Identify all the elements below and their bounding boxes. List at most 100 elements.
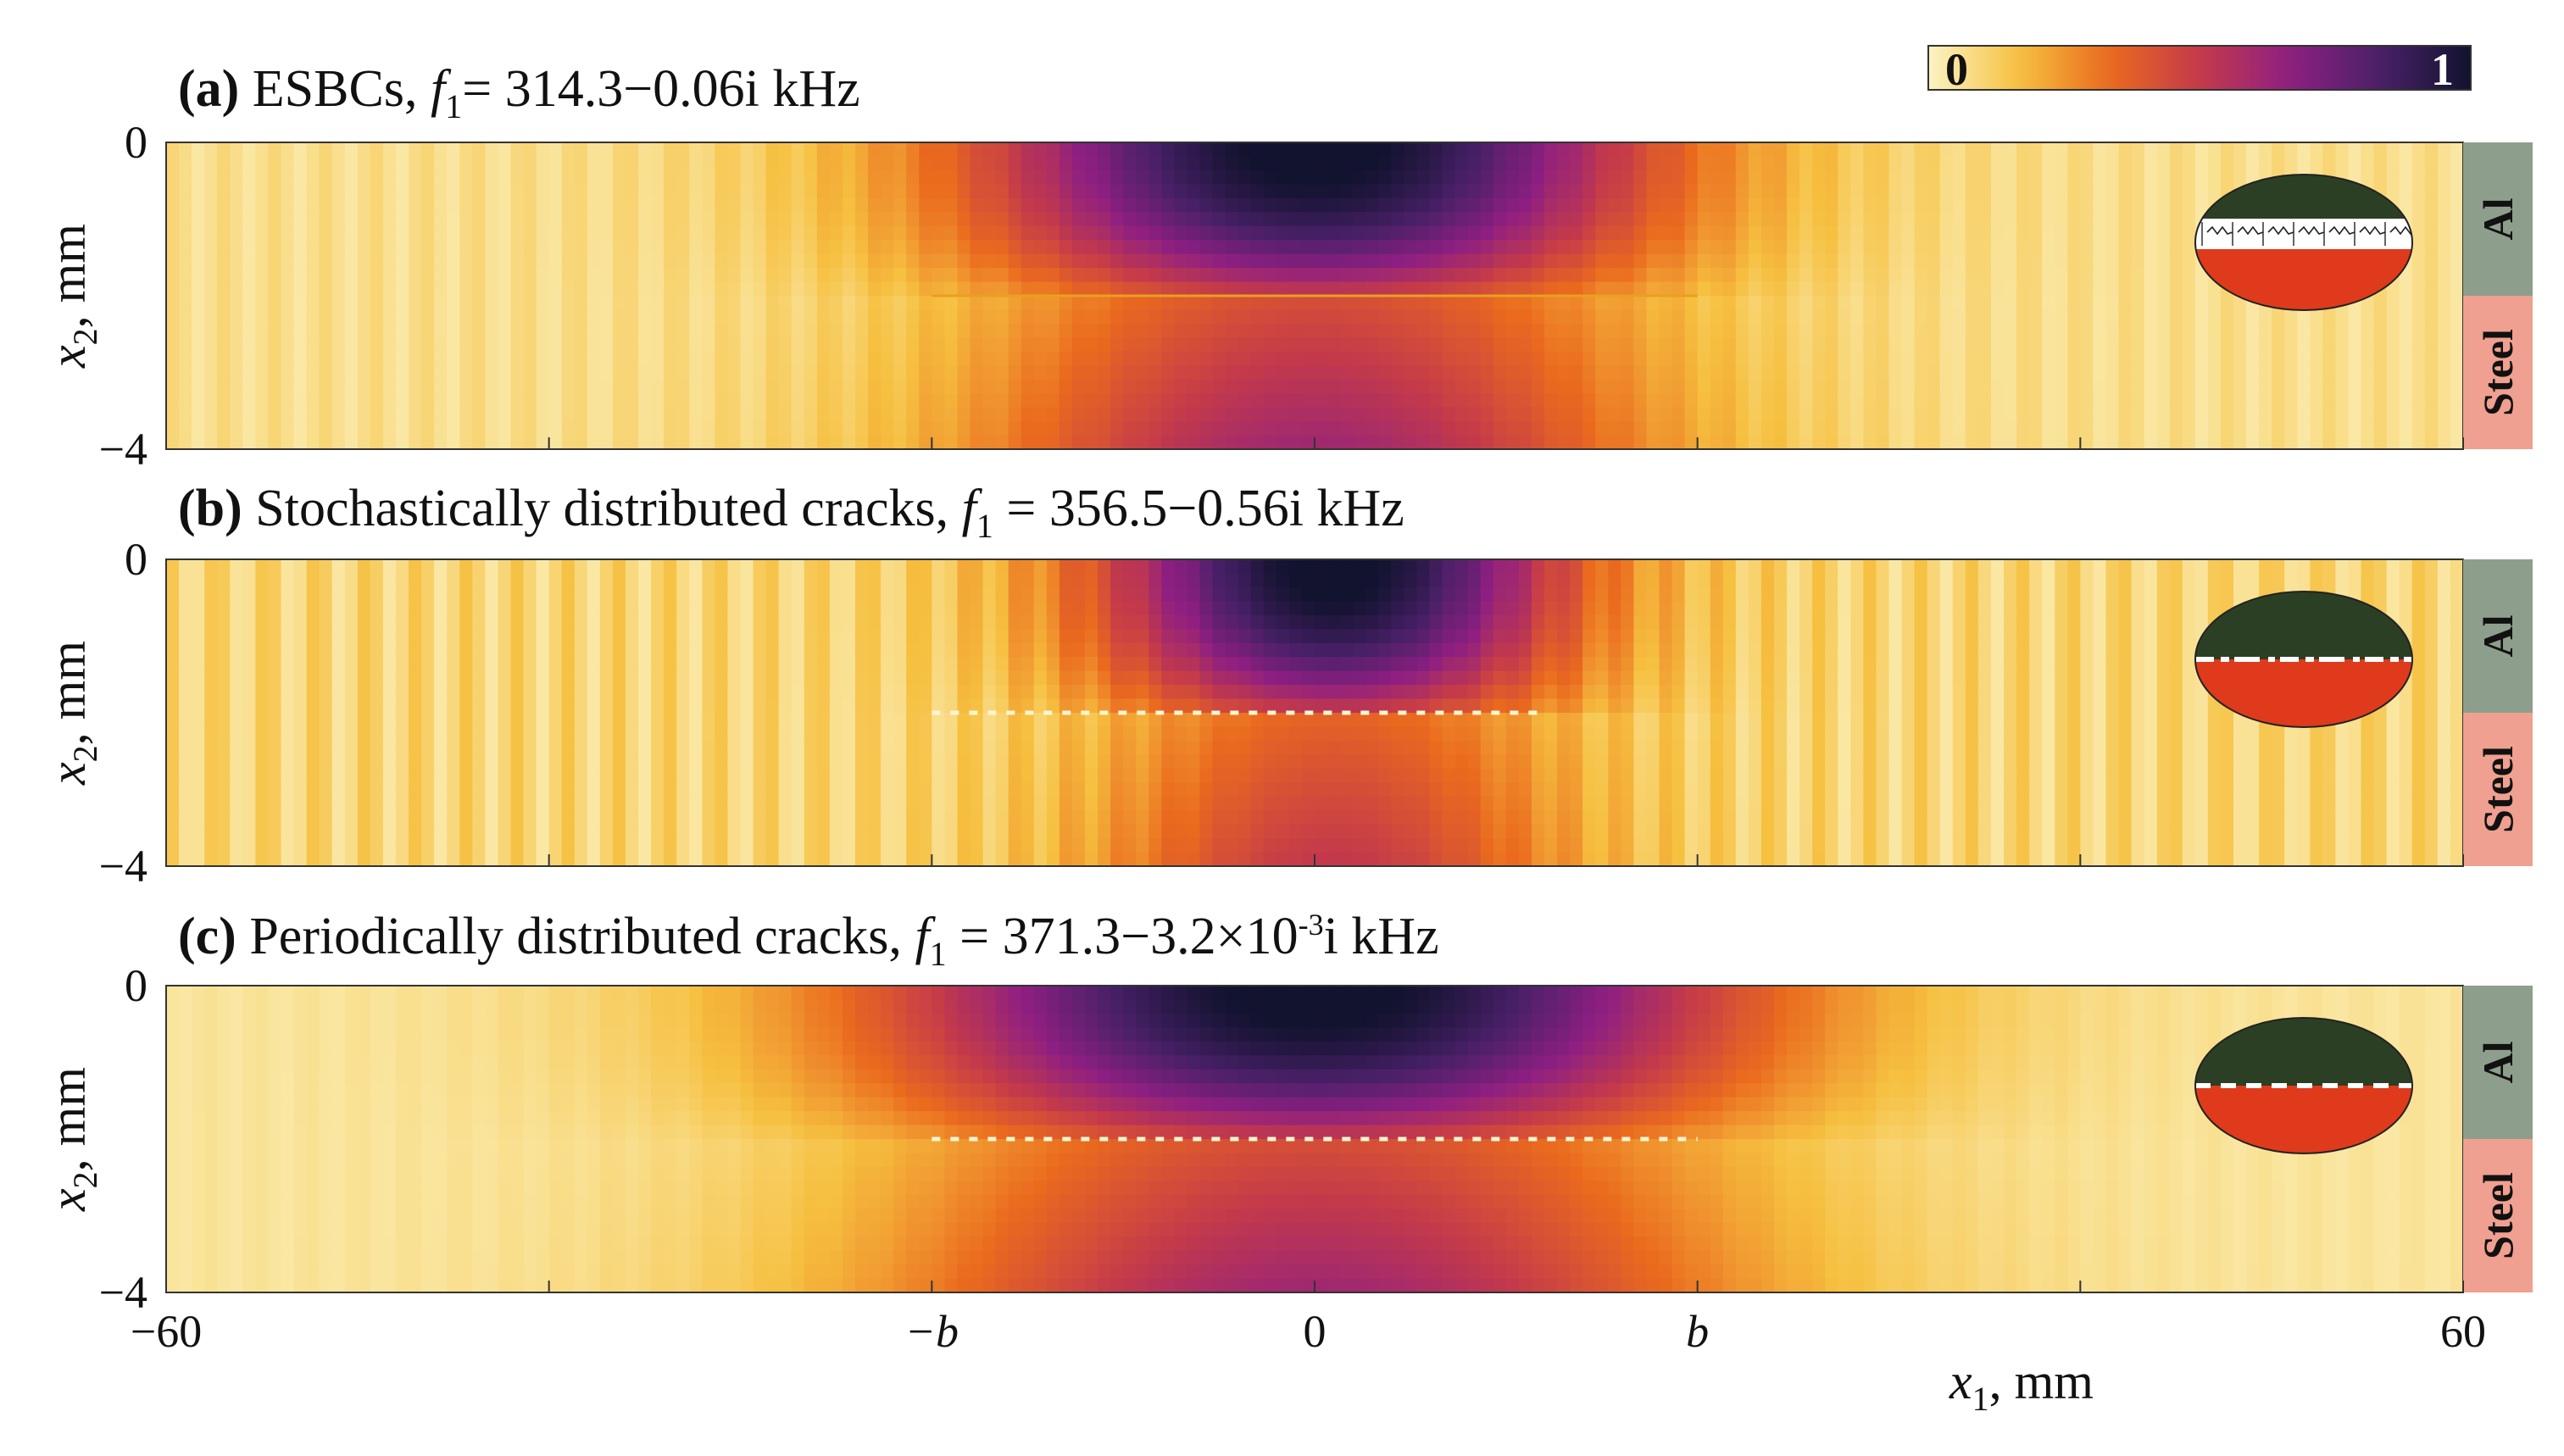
- heatmap-cell: [1365, 184, 1380, 199]
- heatmap-cell: [1059, 573, 1073, 588]
- heatmap-cell: [1697, 240, 1711, 255]
- heatmap-cell: [1544, 309, 1558, 325]
- heatmap-cell: [1774, 337, 1788, 353]
- heatmap-cell: [357, 184, 371, 199]
- heatmap-cell: [1174, 253, 1188, 269]
- heatmap-cell: [370, 309, 384, 325]
- heatmap-cell: [179, 323, 192, 339]
- heatmap-cell: [1582, 323, 1597, 339]
- heatmap-cell: [1787, 281, 1800, 297]
- heatmap-cell: [1199, 601, 1214, 616]
- heatmap-cell: [2080, 337, 2094, 353]
- heatmap-cell: [765, 225, 780, 241]
- heatmap-cell: [791, 421, 805, 436]
- heatmap-cell: [1531, 614, 1545, 631]
- heatmap-cell: [1008, 281, 1022, 297]
- heatmap-cell: [1582, 365, 1597, 381]
- heatmap-cell: [1697, 351, 1711, 367]
- heatmap-cell: [561, 212, 576, 227]
- material-label-steel: Steel: [2474, 329, 2522, 416]
- heatmap-cell: [382, 435, 397, 449]
- heatmap-cell: [2029, 197, 2043, 214]
- heatmap-cell: [2450, 393, 2463, 408]
- heatmap-cell: [1340, 407, 1354, 422]
- heatmap-cell: [1071, 253, 1086, 269]
- heatmap-cell: [281, 142, 295, 158]
- heatmap-cell: [1110, 184, 1124, 199]
- heatmap-cell: [932, 268, 946, 283]
- heatmap-cell: [1378, 240, 1393, 255]
- heatmap-cell: [1225, 296, 1239, 311]
- heatmap-cell: [548, 629, 563, 644]
- heatmap-cell: [2004, 212, 2017, 227]
- heatmap-cell: [2067, 268, 2082, 283]
- heatmap-cell: [1480, 225, 1494, 241]
- heatmap-cell: [2322, 309, 2337, 325]
- heatmap-cell: [2322, 559, 2337, 575]
- heatmap-cell: [1301, 614, 1315, 631]
- heatmap-cell: [344, 393, 359, 408]
- heatmap-cell: [2182, 309, 2196, 325]
- heatmap-cell: [1838, 296, 1852, 311]
- heatmap-cell: [689, 323, 704, 339]
- material-label-al: Al: [2474, 197, 2522, 240]
- heatmap-cell: [1633, 323, 1648, 339]
- heatmap-cell: [1659, 197, 1673, 214]
- heatmap-cell: [217, 197, 231, 214]
- heatmap-cell: [2156, 169, 2171, 186]
- heatmap-cell: [2207, 379, 2222, 394]
- heatmap-cell: [447, 184, 461, 199]
- heatmap-cell: [715, 156, 729, 171]
- heatmap-cell: [2424, 614, 2439, 631]
- heatmap-cell: [2144, 435, 2158, 449]
- heatmap-cell: [510, 296, 525, 311]
- heatmap-cell: [2067, 225, 2082, 241]
- heatmap-cell: [2042, 586, 2056, 603]
- heatmap-cell: [1825, 169, 1839, 186]
- heatmap-cell: [434, 559, 448, 575]
- heatmap-cell: [881, 601, 894, 616]
- heatmap-cell: [1608, 240, 1622, 255]
- heatmap-cell: [2297, 559, 2311, 575]
- heatmap-cell: [1888, 281, 1903, 297]
- heatmap-cell: [2322, 337, 2337, 353]
- heatmap-cell: [1582, 614, 1597, 631]
- heatmap-cell: [2029, 253, 2043, 269]
- heatmap-cell: [893, 225, 908, 241]
- heatmap-cell: [2144, 559, 2158, 575]
- heatmap-cell: [1570, 337, 1583, 353]
- heatmap-cell: [268, 559, 282, 575]
- heatmap-cell: [1123, 142, 1137, 158]
- heatmap-cell: [268, 142, 282, 158]
- heatmap-cell: [382, 281, 397, 297]
- heatmap-cell: [2156, 351, 2171, 367]
- heatmap-cell: [1557, 156, 1571, 171]
- heatmap-cell: [1939, 323, 1954, 339]
- heatmap-cell: [242, 351, 257, 367]
- heatmap-cell: [842, 435, 856, 449]
- heatmap-cell: [1901, 573, 1916, 588]
- heatmap-cell: [204, 614, 219, 631]
- heatmap-cell: [574, 281, 588, 297]
- heatmap-cell: [804, 268, 818, 283]
- heatmap-cell: [1276, 365, 1290, 381]
- heatmap-cell: [1505, 309, 1520, 325]
- heatmap-cell: [1570, 407, 1583, 422]
- heatmap-cell: [1467, 268, 1482, 283]
- heatmap-cell: [1340, 337, 1354, 353]
- heatmap-cell: [791, 559, 805, 575]
- heatmap-cell: [1570, 601, 1583, 616]
- heatmap-cell: [2437, 435, 2451, 449]
- heatmap-cell: [1327, 253, 1341, 269]
- heatmap-cell: [1365, 268, 1380, 283]
- heatmap-cell: [2004, 142, 2017, 158]
- heatmap-cell: [1927, 197, 1941, 214]
- heatmap-cell: [242, 365, 257, 381]
- heatmap-cell: [1787, 156, 1800, 171]
- heatmap-cell: [1136, 393, 1150, 408]
- heatmap-cell: [932, 197, 946, 214]
- heatmap-cell: [2411, 337, 2426, 353]
- heatmap-cell: [1760, 407, 1775, 422]
- heatmap-cell: [1225, 573, 1239, 588]
- heatmap-cell: [331, 240, 346, 255]
